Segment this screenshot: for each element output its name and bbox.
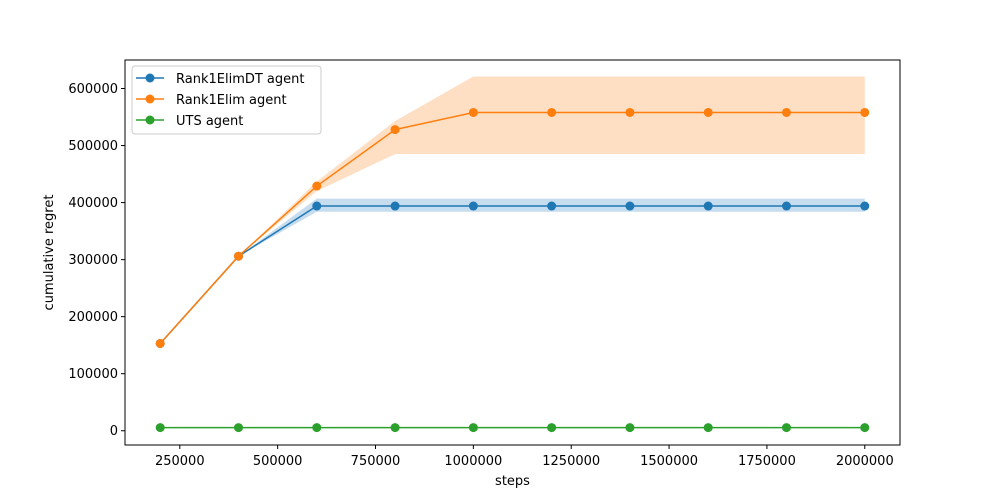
data-point-0-9: [860, 201, 870, 211]
data-point-2-4: [468, 423, 478, 433]
series-line-0: [159, 205, 865, 344]
data-point-0-2: [312, 201, 322, 211]
data-point-0-3: [390, 201, 400, 211]
y-tick-label: 500000: [68, 139, 118, 154]
confidence-band-0: [160, 198, 865, 344]
data-point-0-5: [547, 201, 557, 211]
x-tick-label: 250000: [155, 454, 205, 469]
x-tick-label: 1000000: [444, 454, 502, 469]
data-point-0-7: [703, 201, 713, 211]
data-point-0-4: [468, 201, 478, 211]
data-point-2-3: [390, 423, 400, 433]
data-point-0-6: [625, 201, 635, 211]
x-tick-label: 1250000: [542, 454, 600, 469]
x-tick-label: 2000000: [836, 454, 894, 469]
y-tick-label: 0: [110, 424, 118, 439]
data-point-2-8: [781, 423, 791, 433]
data-point-2-9: [860, 423, 870, 433]
x-tick-label: 500000: [253, 454, 303, 469]
y-tick-label: 600000: [68, 82, 118, 97]
data-point-1-7: [703, 107, 713, 117]
legend-box: [131, 65, 322, 135]
data-point-2-7: [703, 423, 713, 433]
plot-area-frame: [124, 59, 901, 446]
y-tick-label: 300000: [68, 253, 118, 268]
data-point-1-3: [390, 125, 400, 135]
legend-label-1: Rank1Elim agent: [176, 93, 287, 108]
x-tick-label: 1500000: [640, 454, 698, 469]
data-point-1-5: [547, 107, 557, 117]
y-axis-ticks: 0 100000 200000 300000 400000 500000 600000: [68, 82, 125, 439]
legend-label-2: UTS agent: [176, 114, 243, 129]
data-point-0-8: [781, 201, 791, 211]
y-axis-label: cumulative regret: [42, 195, 57, 311]
y-tick-label: 200000: [68, 310, 118, 325]
data-point-1-0: [155, 338, 165, 348]
data-point-2-6: [625, 423, 635, 433]
y-tick-label: 400000: [68, 196, 118, 211]
data-point-1-8: [781, 107, 791, 117]
x-axis-label: steps: [495, 474, 530, 489]
data-point-2-2: [312, 423, 322, 433]
series-line-1: [159, 111, 865, 344]
data-point-1-9: [860, 107, 870, 117]
data-point-2-5: [547, 423, 557, 433]
series-markers: [155, 107, 870, 433]
legend-marker-0: [145, 73, 155, 83]
data-point-1-6: [625, 107, 635, 117]
data-point-2-1: [234, 423, 244, 433]
data-point-1-4: [468, 107, 478, 117]
confidence-band-1: [160, 76, 865, 344]
legend-marker-2: [145, 115, 155, 125]
x-axis-ticks: 250000 500000 750000 1000000 1250000 1500000 1…: [155, 445, 894, 469]
data-point-2-0: [155, 423, 165, 433]
y-tick-label: 100000: [68, 367, 118, 382]
x-tick-label: 750000: [351, 454, 401, 469]
x-tick-label: 1750000: [738, 454, 796, 469]
legend: Rank1ElimDT agent Rank1Elim agent UTS agen…: [131, 65, 322, 135]
legend-marker-1: [145, 94, 155, 104]
data-point-1-1: [234, 251, 244, 261]
series-lines: [159, 111, 865, 429]
legend-label-0: Rank1ElimDT agent: [176, 72, 305, 87]
data-point-1-2: [312, 181, 322, 191]
